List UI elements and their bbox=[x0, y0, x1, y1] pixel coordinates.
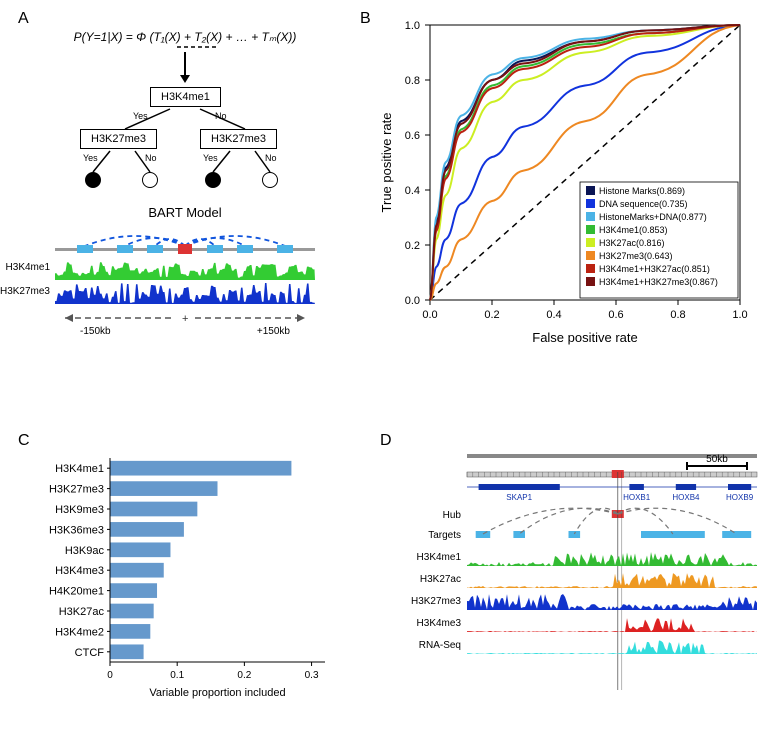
target-3 bbox=[147, 245, 163, 253]
svg-text:0.0: 0.0 bbox=[405, 295, 420, 307]
bar-chart: H3K4me1 H3K27me3 H3K9me3 H3K36me3 H3K9ac H3K4… bbox=[35, 450, 335, 700]
svg-text:H3K9me3: H3K9me3 bbox=[55, 504, 104, 516]
svg-text:0.2: 0.2 bbox=[484, 309, 499, 321]
tree-right: H3K27me3 bbox=[200, 129, 277, 149]
svg-text:H3K4me1+H3K27ac(0.851): H3K4me1+H3K27ac(0.851) bbox=[599, 264, 710, 274]
svg-text:H3K4me3: H3K4me3 bbox=[417, 618, 462, 629]
target-4 bbox=[207, 245, 223, 253]
track-label-H3K4me1: H3K4me1 bbox=[6, 262, 50, 273]
svg-text:H3K9ac: H3K9ac bbox=[65, 545, 105, 557]
svg-text:HOXB1: HOXB1 bbox=[623, 493, 651, 502]
bart-formula: P(Y=1|X) = Φ (T₁(X) + T₂(X) + … + Tₘ(X)) bbox=[35, 30, 335, 44]
range-arrow: + bbox=[55, 310, 315, 326]
panel-a: P(Y=1|X) = Φ (T₁(X) + T₂(X) + … + Tₘ(X))… bbox=[35, 30, 335, 338]
leaf-1 bbox=[85, 172, 101, 188]
svg-text:Variable proportion included: Variable proportion included bbox=[149, 687, 285, 699]
svg-text:0.4: 0.4 bbox=[405, 185, 420, 197]
target-5 bbox=[237, 245, 253, 253]
track-signal-H3K4me1 bbox=[55, 258, 315, 280]
svg-text:H3K27me3: H3K27me3 bbox=[411, 596, 461, 607]
svg-text:H3K27ac(0.816): H3K27ac(0.816) bbox=[599, 238, 665, 248]
tree-yes-2: Yes bbox=[83, 153, 98, 163]
svg-text:False positive rate: False positive rate bbox=[532, 330, 638, 345]
panel-a-label: A bbox=[18, 10, 29, 28]
svg-text:50kb: 50kb bbox=[706, 454, 728, 465]
svg-text:+: + bbox=[182, 313, 188, 325]
tree-no-3: No bbox=[265, 153, 277, 163]
svg-text:0.0: 0.0 bbox=[422, 309, 437, 321]
svg-text:0.8: 0.8 bbox=[670, 309, 685, 321]
svg-text:HOXB4: HOXB4 bbox=[672, 493, 700, 502]
panel-a-tracks: H3K4me1H3K27me3 + -150kb +150kb bbox=[55, 228, 315, 338]
svg-text:DNA sequence(0.735): DNA sequence(0.735) bbox=[599, 199, 688, 209]
range-left: -150kb bbox=[80, 326, 111, 337]
svg-text:H3K27me3(0.643): H3K27me3(0.643) bbox=[599, 251, 673, 261]
svg-text:H4K20me1: H4K20me1 bbox=[49, 586, 104, 598]
svg-text:H3K36me3: H3K36me3 bbox=[49, 524, 104, 536]
svg-text:Histone Marks(0.869): Histone Marks(0.869) bbox=[599, 186, 685, 196]
leaf-2 bbox=[142, 172, 158, 188]
svg-text:SKAP1: SKAP1 bbox=[506, 493, 532, 502]
arrow-icon bbox=[184, 52, 186, 77]
panel-b-label: B bbox=[360, 10, 371, 28]
svg-text:Targets: Targets bbox=[428, 530, 461, 541]
svg-text:H3K27ac: H3K27ac bbox=[420, 574, 461, 585]
panel-d-browser: 50kb SKAP1 HOXB1 HOXB4 HOXB9 Hub Targets H3K4me… bbox=[395, 450, 765, 710]
panel-d-label: D bbox=[380, 432, 392, 450]
target-6 bbox=[277, 245, 293, 253]
panel-c-bars: H3K4me1 H3K27me3 H3K9me3 H3K36me3 H3K9ac H3K4… bbox=[35, 450, 335, 710]
roc-chart: 0.00.0 0.2 0.2 0.4 0.4 0.6 0.6 0.8 0.8 1.0 1.0 Fals… bbox=[375, 10, 755, 350]
svg-text:Hub: Hub bbox=[443, 510, 462, 521]
svg-text:RNA-Seq: RNA-Seq bbox=[419, 640, 461, 651]
svg-text:0.6: 0.6 bbox=[405, 130, 420, 142]
svg-text:0: 0 bbox=[107, 670, 113, 681]
svg-text:True positive rate: True positive rate bbox=[379, 113, 394, 213]
svg-text:0.2: 0.2 bbox=[405, 240, 420, 252]
panel-b-roc: 0.00.0 0.2 0.2 0.4 0.4 0.6 0.6 0.8 0.8 1.0 1.0 Fals… bbox=[375, 10, 760, 360]
genome-browser: 50kb SKAP1 HOXB1 HOXB4 HOXB9 Hub Targets H3K4me… bbox=[395, 450, 765, 700]
svg-text:H3K4me2: H3K4me2 bbox=[55, 626, 104, 638]
svg-text:H3K27ac: H3K27ac bbox=[59, 606, 105, 618]
svg-text:0.3: 0.3 bbox=[305, 670, 319, 681]
tree-root: H3K4me1 bbox=[150, 87, 221, 107]
bart-model-title: BART Model bbox=[35, 205, 335, 220]
svg-text:0.2: 0.2 bbox=[237, 670, 251, 681]
tree-yes-3: Yes bbox=[203, 153, 218, 163]
svg-text:H3K4me1(0.853): H3K4me1(0.853) bbox=[599, 225, 668, 235]
tree-no-1: No bbox=[215, 111, 227, 121]
target-2 bbox=[117, 245, 133, 253]
track-signal-H3K27me3 bbox=[55, 282, 315, 304]
svg-text:H3K4me3: H3K4me3 bbox=[55, 565, 104, 577]
svg-text:H3K4me1: H3K4me1 bbox=[417, 552, 462, 563]
svg-text:HOXB9: HOXB9 bbox=[726, 493, 754, 502]
svg-text:0.8: 0.8 bbox=[405, 75, 420, 87]
leaf-4 bbox=[262, 172, 278, 188]
panel-c-label: C bbox=[18, 432, 30, 450]
svg-text:1.0: 1.0 bbox=[732, 309, 747, 321]
svg-text:0.1: 0.1 bbox=[170, 670, 184, 681]
leaf-3 bbox=[205, 172, 221, 188]
target-1 bbox=[77, 245, 93, 253]
svg-text:H3K4me1: H3K4me1 bbox=[55, 463, 104, 475]
svg-text:H3K4me1+H3K27me3(0.867): H3K4me1+H3K27me3(0.867) bbox=[599, 277, 718, 287]
svg-text:0.6: 0.6 bbox=[608, 309, 623, 321]
tree-yes-1: Yes bbox=[133, 111, 148, 121]
decision-tree: H3K4me1 Yes No H3K27me3 H3K27me3 Yes No … bbox=[75, 87, 295, 197]
svg-text:CTCF: CTCF bbox=[75, 647, 105, 659]
range-right: +150kb bbox=[257, 326, 290, 337]
tree-left: H3K27me3 bbox=[80, 129, 157, 149]
hub-marker bbox=[178, 244, 192, 254]
svg-text:HistoneMarks+DNA(0.877): HistoneMarks+DNA(0.877) bbox=[599, 212, 707, 222]
track-label-H3K27me3: H3K27me3 bbox=[0, 286, 50, 297]
svg-text:0.4: 0.4 bbox=[546, 309, 561, 321]
svg-text:1.0: 1.0 bbox=[405, 20, 420, 32]
svg-text:H3K27me3: H3K27me3 bbox=[49, 484, 104, 496]
tree-no-2: No bbox=[145, 153, 157, 163]
formula-underline bbox=[177, 43, 217, 51]
